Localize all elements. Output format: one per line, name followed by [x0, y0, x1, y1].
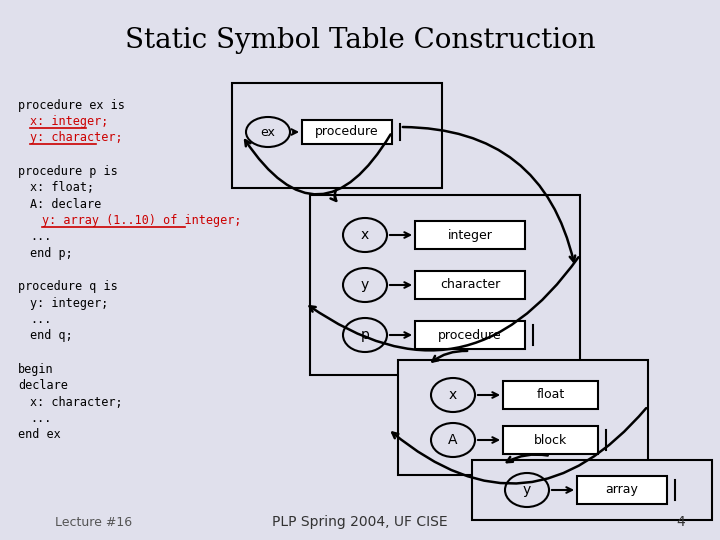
Text: declare: declare — [18, 379, 68, 392]
Text: A: A — [449, 433, 458, 447]
Text: y: y — [523, 483, 531, 497]
Text: begin: begin — [18, 362, 53, 375]
Text: x: character;: x: character; — [30, 395, 122, 408]
Text: end p;: end p; — [30, 247, 73, 260]
Bar — [472, 460, 712, 520]
Text: A: declare: A: declare — [30, 198, 102, 211]
Ellipse shape — [246, 117, 290, 147]
Text: 4: 4 — [676, 515, 685, 529]
Text: x: x — [449, 388, 457, 402]
Ellipse shape — [343, 218, 387, 252]
Text: ...: ... — [30, 412, 51, 425]
Text: procedure: procedure — [315, 125, 379, 138]
Ellipse shape — [505, 473, 549, 507]
Text: x: x — [361, 228, 369, 242]
Bar — [398, 360, 648, 475]
Ellipse shape — [343, 268, 387, 302]
Bar — [232, 83, 442, 188]
Bar — [503, 381, 598, 409]
Text: p: p — [361, 328, 369, 342]
Text: float: float — [536, 388, 564, 402]
Text: procedure q is: procedure q is — [18, 280, 118, 293]
Text: y: character;: y: character; — [30, 132, 122, 145]
Text: end ex: end ex — [18, 429, 60, 442]
Text: procedure p is: procedure p is — [18, 165, 118, 178]
Bar — [310, 195, 580, 375]
Text: procedure ex is: procedure ex is — [18, 98, 125, 111]
Text: y: array (1..10) of integer;: y: array (1..10) of integer; — [42, 214, 241, 227]
Text: y: y — [361, 278, 369, 292]
Text: block: block — [534, 434, 567, 447]
Bar — [415, 271, 525, 299]
Bar — [302, 120, 392, 144]
Text: y: integer;: y: integer; — [30, 296, 109, 309]
Text: ...: ... — [30, 231, 51, 244]
Text: x: integer;: x: integer; — [30, 115, 109, 128]
Text: end q;: end q; — [30, 329, 73, 342]
Text: procedure: procedure — [438, 328, 502, 341]
Text: Static Symbol Table Construction: Static Symbol Table Construction — [125, 26, 595, 53]
Text: PLP Spring 2004, UF CISE: PLP Spring 2004, UF CISE — [272, 515, 448, 529]
Bar — [503, 426, 598, 454]
Text: Lecture #16: Lecture #16 — [55, 516, 132, 529]
Bar — [415, 221, 525, 249]
Text: integer: integer — [448, 228, 492, 241]
Text: ex: ex — [261, 125, 276, 138]
Bar — [577, 476, 667, 504]
Ellipse shape — [343, 318, 387, 352]
Text: x: float;: x: float; — [30, 181, 94, 194]
Text: character: character — [440, 279, 500, 292]
Ellipse shape — [431, 423, 475, 457]
Text: ...: ... — [30, 313, 51, 326]
Text: array: array — [606, 483, 639, 496]
Ellipse shape — [431, 378, 475, 412]
Bar — [415, 321, 525, 349]
